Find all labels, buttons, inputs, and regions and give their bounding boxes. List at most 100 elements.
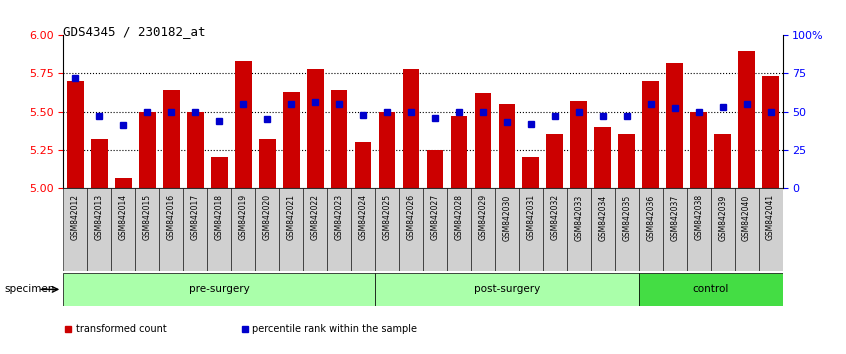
Bar (618, 135, 635, 188)
Bar (303, 188, 327, 271)
Bar (379, 112, 395, 188)
Text: GSM842027: GSM842027 (431, 194, 439, 240)
Text: GSM842036: GSM842036 (646, 194, 655, 240)
Bar (714, 135, 731, 188)
Bar (547, 135, 563, 188)
Text: control: control (693, 284, 728, 295)
Bar (639, 188, 662, 271)
Text: GSM842026: GSM842026 (407, 194, 415, 240)
Bar (570, 101, 587, 188)
Text: GSM842022: GSM842022 (310, 194, 320, 240)
Bar (87, 188, 112, 271)
Bar (667, 63, 683, 188)
Bar (447, 188, 471, 271)
Bar (115, 178, 132, 188)
Bar (135, 188, 159, 271)
Text: GSM842014: GSM842014 (119, 194, 128, 240)
Text: transformed count: transformed count (76, 324, 167, 334)
Bar (211, 157, 228, 188)
Bar (235, 61, 251, 188)
Text: GSM842016: GSM842016 (167, 194, 176, 240)
Bar (375, 273, 639, 306)
Bar (687, 188, 711, 271)
Text: GSM842031: GSM842031 (526, 194, 536, 240)
Text: GSM842028: GSM842028 (454, 194, 464, 240)
Bar (354, 142, 371, 188)
Text: GSM842035: GSM842035 (623, 194, 631, 240)
Bar (307, 69, 323, 188)
Bar (662, 188, 687, 271)
Text: percentile rank within the sample: percentile rank within the sample (252, 324, 417, 334)
Bar (279, 188, 303, 271)
Text: GSM842017: GSM842017 (191, 194, 200, 240)
Text: specimen: specimen (4, 284, 55, 295)
Bar (139, 112, 156, 188)
Bar (591, 188, 615, 271)
Bar (519, 188, 543, 271)
Bar (498, 104, 515, 188)
Text: post-surgery: post-surgery (474, 284, 540, 295)
Text: GSM842019: GSM842019 (239, 194, 248, 240)
Text: GSM842038: GSM842038 (695, 194, 703, 240)
Bar (63, 188, 87, 271)
Text: GSM842024: GSM842024 (359, 194, 367, 240)
Bar (475, 93, 492, 188)
Bar (495, 188, 519, 271)
Bar (615, 188, 639, 271)
Text: GSM842039: GSM842039 (718, 194, 727, 240)
Bar (426, 149, 443, 188)
Text: GSM842023: GSM842023 (335, 194, 343, 240)
Text: GSM842037: GSM842037 (670, 194, 679, 240)
Bar (163, 90, 179, 188)
Bar (403, 69, 420, 188)
Text: GSM842018: GSM842018 (215, 194, 223, 240)
Bar (91, 139, 107, 188)
Bar (255, 188, 279, 271)
Text: GSM842020: GSM842020 (263, 194, 272, 240)
Text: GSM842015: GSM842015 (143, 194, 151, 240)
Bar (642, 81, 659, 188)
Bar (184, 188, 207, 271)
Text: GSM842040: GSM842040 (742, 194, 751, 240)
Bar (759, 188, 783, 271)
Text: GSM842030: GSM842030 (503, 194, 511, 240)
Text: GSM842033: GSM842033 (574, 194, 583, 240)
Bar (543, 188, 567, 271)
Bar (259, 139, 276, 188)
Bar (351, 188, 375, 271)
Bar (523, 157, 539, 188)
Text: GSM842041: GSM842041 (766, 194, 775, 240)
Text: GSM842032: GSM842032 (551, 194, 559, 240)
Bar (471, 188, 495, 271)
Bar (159, 188, 184, 271)
Bar (690, 112, 707, 188)
Bar (399, 188, 423, 271)
Text: GSM842012: GSM842012 (71, 194, 80, 240)
Bar (451, 116, 467, 188)
Bar (327, 188, 351, 271)
Bar (112, 188, 135, 271)
Bar (283, 92, 299, 188)
Text: GSM842021: GSM842021 (287, 194, 295, 240)
Bar (187, 112, 204, 188)
Bar (762, 76, 779, 188)
Bar (63, 273, 375, 306)
Bar (375, 188, 399, 271)
Bar (567, 188, 591, 271)
Bar (739, 51, 755, 188)
Bar (207, 188, 231, 271)
Text: GSM842013: GSM842013 (95, 194, 104, 240)
Bar (734, 188, 759, 271)
Bar (595, 127, 611, 188)
Text: GDS4345 / 230182_at: GDS4345 / 230182_at (63, 25, 206, 38)
Text: GSM842034: GSM842034 (598, 194, 607, 240)
Text: GSM842025: GSM842025 (382, 194, 392, 240)
Bar (639, 273, 783, 306)
Bar (711, 188, 734, 271)
Bar (231, 188, 255, 271)
Bar (331, 90, 348, 188)
Text: pre-surgery: pre-surgery (189, 284, 250, 295)
Text: GSM842029: GSM842029 (479, 194, 487, 240)
Bar (67, 81, 84, 188)
Bar (423, 188, 447, 271)
